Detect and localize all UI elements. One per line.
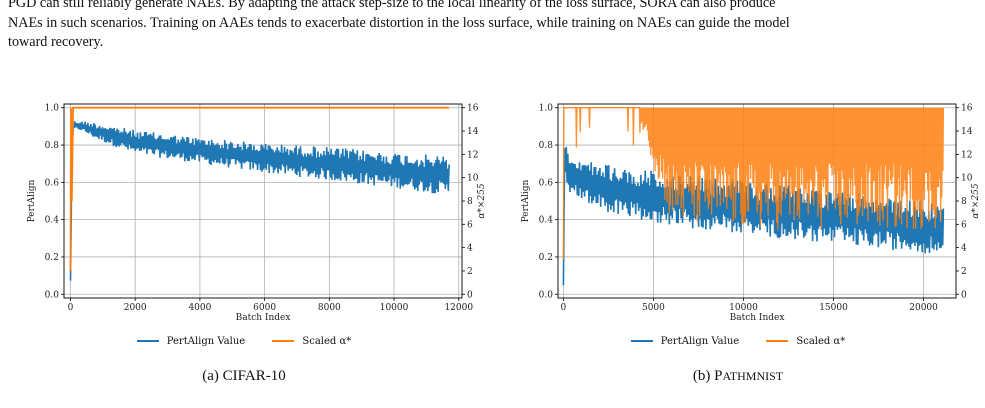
x-tick-label: 10000 [380,303,409,313]
y-tick-label: 0.2 [539,253,553,263]
legend-item-pertalign: PertAlign Value [136,335,246,347]
x-tick-label: 6000 [253,303,276,313]
y2-tick-label: 8 [961,197,967,207]
x-tick-label: 12000 [444,303,473,313]
y-tick-label: 0.8 [45,141,60,151]
y2-tick-label: 2 [961,267,967,277]
figure-caption: (a) CIFAR-10 [0,368,488,385]
y-tick-label: 0.2 [45,253,59,263]
caption-name: CIFAR-10 [222,368,286,384]
x-tick-label: 0 [561,303,567,313]
y2-tick-label: 16 [961,104,973,114]
y-tick-label: 0.8 [539,141,554,151]
legend-label: PertAlign Value [166,335,246,347]
x-tick-label: 15000 [819,303,848,313]
legend-item-scaled: Scaled α* [272,336,351,347]
x-tick-label: 10000 [729,303,758,313]
y2-tick-label: 12 [467,150,478,160]
x-tick-label: 0 [68,303,74,313]
legend-label: Scaled α* [796,335,846,347]
legend-swatch-blue [136,340,159,342]
y2-tick-label: 0 [467,290,473,300]
legend-label: PertAlign Value [660,335,740,347]
y-tick-label: 1.0 [539,104,554,114]
y-tick-label: 0.0 [45,290,60,300]
x-tick-label: 20000 [909,303,938,313]
y2-tick-label: 14 [467,127,479,137]
y-tick-label: 1.0 [45,104,60,114]
y-axis-label: PertAlign [27,179,37,222]
figure-panel-b: 0 5000 10000 15000 20000 0.0 0.2 0.4 0.6 0.8 1.0 0 2… [494,90,982,408]
series-line-pertalign [69,121,450,281]
y2-tick-label: 2 [467,267,473,277]
y2-tick-label: 8 [467,197,473,207]
paragraph: PGD can still reliably generate NAEs. By… [8,0,978,53]
caption-name-rest: ATHMNIST [722,369,784,383]
y2-tick-label: 0 [961,290,967,300]
y-tick-label: 0.6 [539,178,554,188]
y2-tick-label: 10 [467,174,479,184]
y2-tick-label: 16 [467,104,479,114]
caption-name-first: P [714,368,723,384]
series-line-scaled-alpha [69,106,450,272]
x-tick-label: 4000 [188,303,211,313]
y2-tick-label: 12 [961,150,972,160]
legend-swatch-blue [630,340,653,342]
legend-label: Scaled α* [302,335,352,347]
y2-axis-label: α*×255 [971,183,981,219]
y2-tick-label: 4 [961,244,967,254]
paragraph-line-2: NAEs in such scenarios. Training on AAEs… [8,14,790,31]
chart-pathmnist: 0 5000 10000 15000 20000 0.0 0.2 0.4 0.6 0.8 1.0 0 2… [521,103,981,323]
series-line-scaled-alpha [562,107,945,260]
y2-tick-label: 6 [467,220,473,230]
x-axis-label: Batch Index [730,313,785,323]
chart-cifar10: 0 2000 4000 6000 8000 10000 12000 0.0 0.2 0.4 0.6 0… [27,103,487,323]
y-tick-label: 0.6 [45,178,60,188]
caption-label: (b) [692,368,711,384]
figure-caption: (b) PATHMNIST [494,368,982,385]
paragraph-line-1: PGD can still reliably generate NAEs. By… [8,0,776,11]
y-tick-label: 0.0 [539,290,554,300]
legend-item-pertalign: PertAlign Value [630,335,740,347]
figure-panel-a: 0 2000 4000 6000 8000 10000 12000 0.0 0.2 0.4 0.6 0… [0,90,488,408]
legend-swatch-orange [766,340,789,342]
y2-tick-label: 10 [961,174,973,184]
legend: PertAlign Value Scaled α* [494,334,982,347]
legend-swatch-orange [272,340,295,342]
legend: PertAlign Value Scaled α* [0,334,488,347]
x-tick-label: 5000 [642,303,665,313]
y-axis-label: PertAlign [521,179,531,222]
caption-label: (a) [202,368,219,384]
legend-item-scaled: Scaled α* [766,336,845,347]
x-tick-label: 8000 [318,303,341,313]
y-tick-label: 0.4 [539,216,554,226]
y2-axis-label: α*×255 [477,183,487,219]
y2-tick-label: 4 [467,244,473,254]
x-tick-label: 2000 [124,303,147,313]
y-tick-label: 0.4 [45,216,60,226]
x-axis-label: Batch Index [236,313,291,323]
paragraph-line-3: toward recovery. [8,34,104,50]
y2-tick-label: 14 [961,127,973,137]
y2-tick-label: 6 [961,220,967,230]
